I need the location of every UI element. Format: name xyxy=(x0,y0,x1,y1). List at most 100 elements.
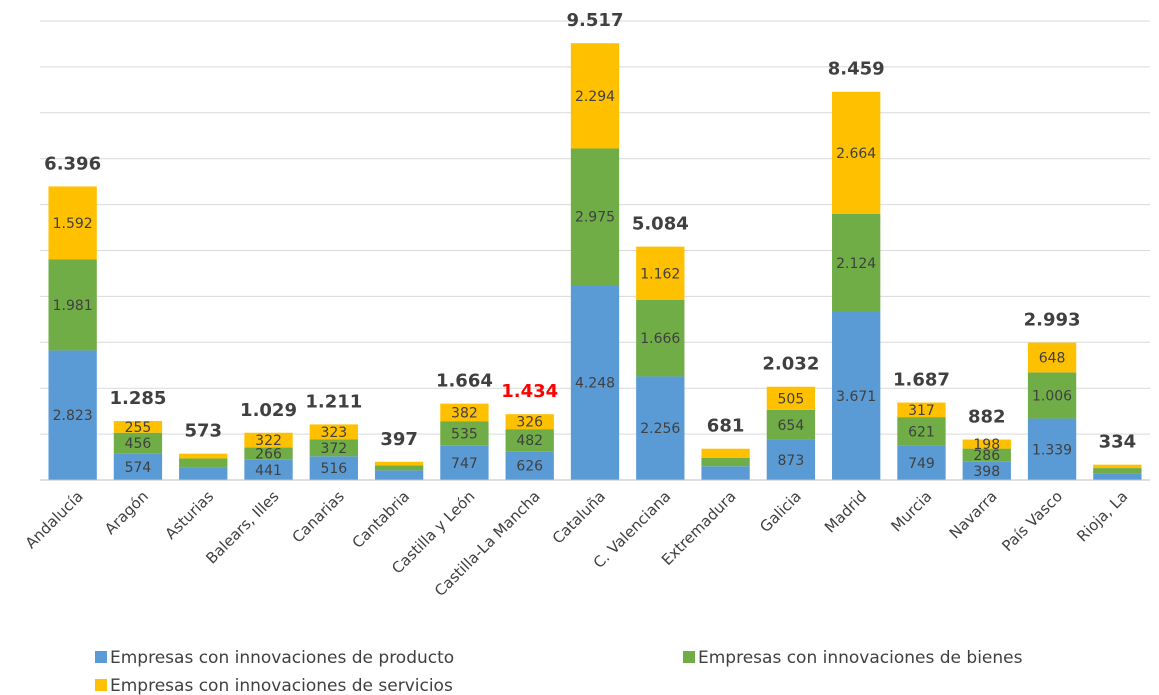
bar-segment xyxy=(113,432,163,454)
value-label: 2.256 xyxy=(640,421,680,437)
x-tick-label: Cantabria xyxy=(349,487,414,552)
bar-segment xyxy=(505,429,554,452)
value-label: 749 xyxy=(908,456,935,472)
value-label: 626 xyxy=(516,459,543,475)
total-label: 1.664 xyxy=(436,371,493,392)
total-label: 1.029 xyxy=(240,400,297,421)
bar-segment xyxy=(48,350,97,480)
value-label: 574 xyxy=(125,460,152,476)
total-label: 2.993 xyxy=(1024,310,1081,331)
bar-segment xyxy=(505,451,554,480)
bar-segment xyxy=(244,459,293,480)
bar-segment xyxy=(636,299,685,377)
total-label: 573 xyxy=(184,421,222,442)
bar-segment xyxy=(374,461,424,466)
total-label: 397 xyxy=(380,429,418,450)
x-tick-label: Andalucía xyxy=(22,487,87,552)
value-label: 286 xyxy=(973,448,1000,464)
value-label: 482 xyxy=(516,433,543,449)
value-label: 1.339 xyxy=(1032,442,1072,458)
value-label: 621 xyxy=(908,424,935,440)
x-tick-label: Galicia xyxy=(756,487,805,536)
total-label: 1.687 xyxy=(893,370,950,391)
value-label: 322 xyxy=(255,433,282,449)
bar-segment xyxy=(832,214,881,312)
bar-segment xyxy=(374,470,424,480)
bar-segment xyxy=(962,461,1011,480)
value-label: 747 xyxy=(451,456,478,472)
value-label: 323 xyxy=(320,425,347,441)
value-label: 441 xyxy=(255,463,282,479)
value-label: 1.592 xyxy=(53,216,93,232)
bar-segment xyxy=(1093,473,1142,480)
x-tick-label: País Vasco xyxy=(998,487,1066,555)
bar-segment xyxy=(766,409,816,440)
bar-segment xyxy=(897,402,946,418)
value-label: 505 xyxy=(778,391,805,407)
bar-segment xyxy=(48,259,97,351)
total-label: 681 xyxy=(707,416,745,437)
x-tick-label: Aragón xyxy=(101,487,152,538)
value-label: 3.671 xyxy=(836,389,876,405)
total-label: 334 xyxy=(1099,432,1137,453)
value-label: 1.162 xyxy=(640,266,680,282)
bar-segment xyxy=(244,432,293,448)
x-tick-label: Navarra xyxy=(946,487,1001,542)
value-label: 1.666 xyxy=(640,331,680,347)
value-label: 198 xyxy=(973,437,1000,453)
bar-segment xyxy=(113,421,163,433)
bar-segment xyxy=(636,246,685,300)
total-label: 2.032 xyxy=(762,354,819,375)
bar-segment xyxy=(309,439,358,457)
value-label: 2.124 xyxy=(836,256,876,272)
bar-segment xyxy=(179,467,228,480)
legend-label: Empresas con innovaciones de servicios xyxy=(110,676,453,695)
bar-segment xyxy=(48,186,97,260)
x-tick-label: Rioja, La xyxy=(1073,487,1131,545)
bar-segment xyxy=(1093,464,1142,469)
bar-segment xyxy=(897,445,946,480)
value-label: 516 xyxy=(320,461,347,477)
bar-segment xyxy=(309,456,358,480)
value-label: 4.248 xyxy=(575,376,615,392)
value-label: 456 xyxy=(125,436,152,452)
x-tick-label: Canarias xyxy=(289,487,348,546)
bar-segment xyxy=(636,376,685,480)
bar-segment xyxy=(374,465,424,471)
value-label: 2.975 xyxy=(575,210,615,226)
x-tick-label: Murcia xyxy=(887,487,935,535)
bar-segment xyxy=(962,448,1011,462)
value-label: 654 xyxy=(778,418,805,434)
total-label: 9.517 xyxy=(567,10,624,31)
legend-swatch xyxy=(95,679,107,691)
total-label: 5.084 xyxy=(632,214,689,235)
value-label: 398 xyxy=(973,464,1000,480)
legend-swatch xyxy=(95,651,107,663)
total-label: 882 xyxy=(968,407,1006,428)
bar-segment xyxy=(113,453,163,480)
bar-segment xyxy=(1093,468,1142,474)
value-label: 1.006 xyxy=(1032,388,1072,404)
bar-segment xyxy=(570,43,620,149)
bar-segment xyxy=(1027,418,1077,480)
bar-segment xyxy=(570,148,620,286)
bar-segment xyxy=(897,417,946,446)
bar-segment xyxy=(701,466,750,480)
legend-swatch xyxy=(683,651,695,663)
value-label: 535 xyxy=(451,426,478,442)
bar-segment xyxy=(701,457,750,467)
value-label: 2.664 xyxy=(836,146,876,162)
total-label: 1.211 xyxy=(305,391,362,412)
value-label: 2.294 xyxy=(575,89,615,105)
bar-segment xyxy=(962,439,1011,449)
bar-segment xyxy=(1027,372,1077,419)
value-label: 317 xyxy=(908,403,935,419)
total-label: 6.396 xyxy=(44,153,101,174)
bar-segment xyxy=(832,311,881,480)
bar-segment xyxy=(505,414,554,430)
bar-segment xyxy=(179,458,228,468)
bar-segment xyxy=(440,403,489,422)
value-label: 326 xyxy=(516,415,543,431)
legend-label: Empresas con innovaciones de producto xyxy=(110,648,454,668)
